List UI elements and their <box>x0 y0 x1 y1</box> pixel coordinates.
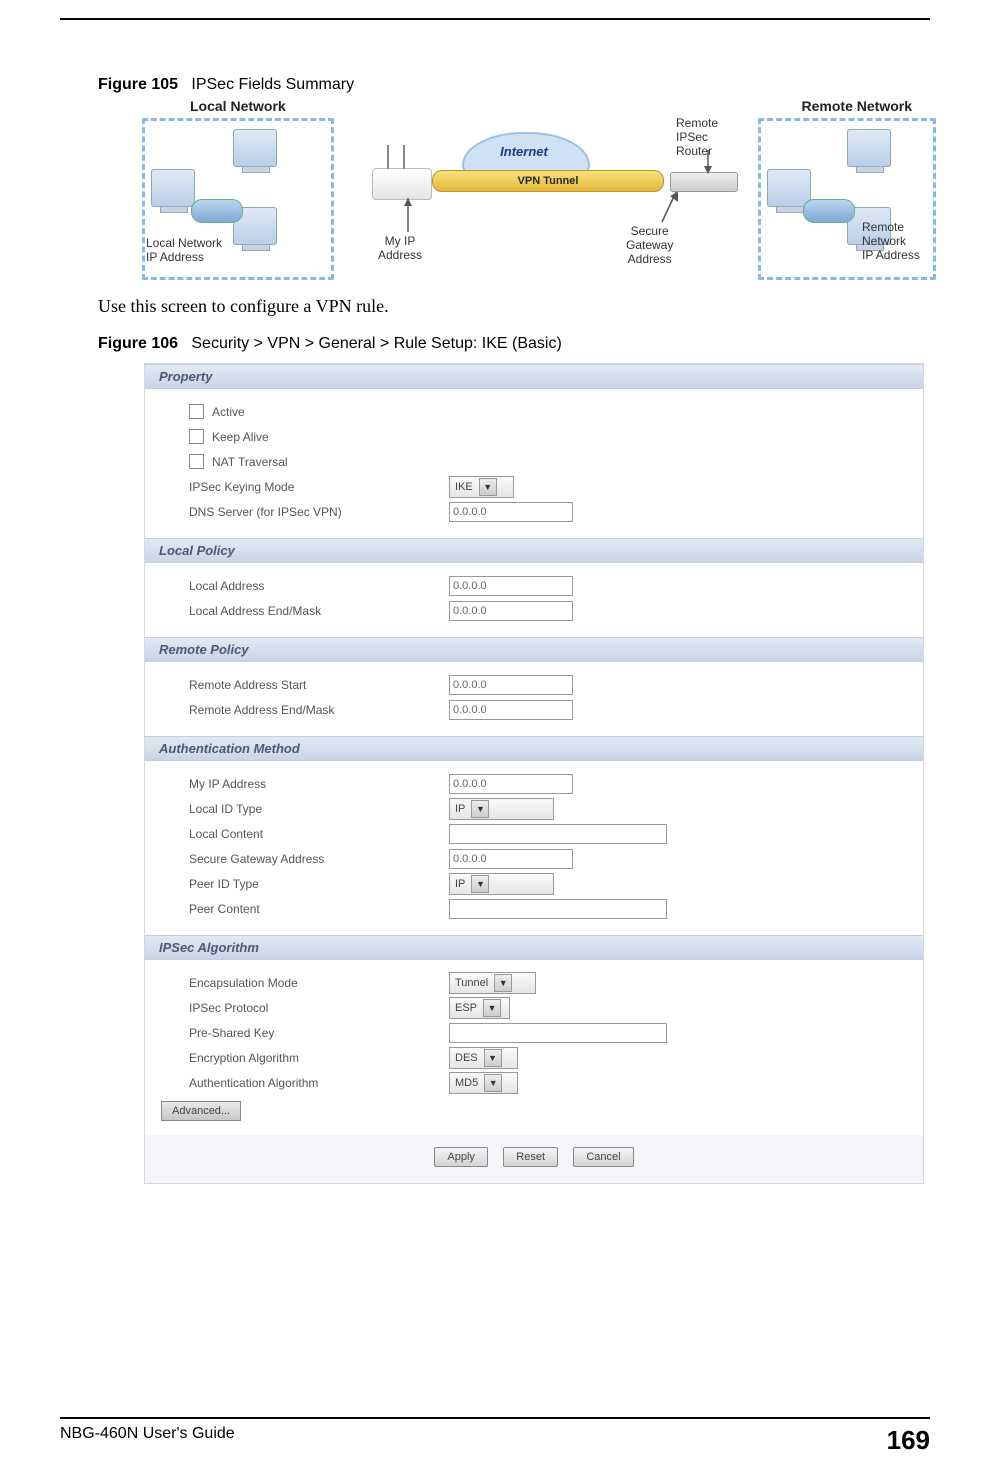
auth-algo-value: MD5 <box>455 1077 478 1089</box>
peer-content-label: Peer Content <box>189 902 449 916</box>
section-remote-policy: Remote Policy <box>145 637 923 662</box>
pc-icon <box>233 129 277 167</box>
active-checkbox[interactable] <box>189 404 204 419</box>
router-icon <box>191 199 243 223</box>
enc-algo-value: DES <box>455 1052 478 1064</box>
section-ipsec-algorithm: IPSec Algorithm <box>145 935 923 960</box>
enc-algo-label: Encryption Algorithm <box>189 1051 449 1065</box>
ipsec-diagram: Local Network Remote Network Local Netwo… <box>142 102 932 280</box>
chevron-down-icon: ▼ <box>494 974 512 992</box>
keying-mode-select[interactable]: IKE ▼ <box>449 476 514 498</box>
vpn-rule-form: Property Active Keep Alive NAT Traversal… <box>144 363 924 1184</box>
figure-105-label: Figure 105 <box>98 76 178 93</box>
keep-alive-label: Keep Alive <box>212 430 269 444</box>
body-paragraph: Use this screen to configure a VPN rule. <box>98 296 930 317</box>
internet-label: Internet <box>462 144 586 159</box>
figure-106-text: Security > VPN > General > Rule Setup: I… <box>191 335 561 352</box>
section-auth-method: Authentication Method <box>145 736 923 761</box>
pc-icon <box>767 169 811 207</box>
encap-mode-value: Tunnel <box>455 977 488 989</box>
page-number: 169 <box>887 1425 930 1456</box>
secure-gw-label: Secure Gateway Address <box>189 852 449 866</box>
pc-icon <box>151 169 195 207</box>
footer-guide: NBG-460N User's Guide <box>60 1425 235 1443</box>
advanced-button[interactable]: Advanced... <box>161 1101 241 1121</box>
keying-mode-value: IKE <box>455 481 473 493</box>
chevron-down-icon: ▼ <box>483 999 501 1017</box>
arrow-icon <box>656 192 686 228</box>
figure-106-caption: Figure 106 Security > VPN > General > Ru… <box>98 335 930 353</box>
local-address-input[interactable]: 0.0.0.0 <box>449 576 573 596</box>
remote-mask-label: Remote Address End/Mask <box>189 703 449 717</box>
auth-algo-label: Authentication Algorithm <box>189 1076 449 1090</box>
figure-105-caption: Figure 105 IPSec Fields Summary <box>98 76 930 94</box>
secure-gw-label: Secure Gateway Address <box>626 224 673 266</box>
peer-id-type-label: Peer ID Type <box>189 877 449 891</box>
access-point-icon <box>372 168 432 200</box>
chevron-down-icon: ▼ <box>471 875 489 893</box>
keep-alive-checkbox[interactable] <box>189 429 204 444</box>
apply-button[interactable]: Apply <box>434 1147 488 1167</box>
button-row: Apply Reset Cancel <box>145 1135 923 1183</box>
local-network-title: Local Network <box>190 98 286 114</box>
nat-traversal-checkbox[interactable] <box>189 454 204 469</box>
local-address-label: Local Address <box>189 579 449 593</box>
remote-start-label: Remote Address Start <box>189 678 449 692</box>
local-ip-label: Local Network IP Address <box>146 236 222 264</box>
figure-106-label: Figure 106 <box>98 335 178 352</box>
local-id-type-value: IP <box>455 803 465 815</box>
ipsec-proto-select[interactable]: ESP ▼ <box>449 997 510 1019</box>
router-icon <box>803 199 855 223</box>
page-footer: NBG-460N User's Guide 169 <box>60 1417 930 1456</box>
local-id-type-label: Local ID Type <box>189 802 449 816</box>
encap-mode-label: Encapsulation Mode <box>189 976 449 990</box>
keying-mode-label: IPSec Keying Mode <box>189 480 449 494</box>
my-ip-label: My IP Address <box>378 234 422 262</box>
psk-input[interactable] <box>449 1023 667 1043</box>
remote-ip-label: Remote Network IP Address <box>862 220 920 262</box>
peer-id-type-value: IP <box>455 878 465 890</box>
local-mask-label: Local Address End/Mask <box>189 604 449 618</box>
local-content-input[interactable] <box>449 824 667 844</box>
local-content-label: Local Content <box>189 827 449 841</box>
peer-id-type-select[interactable]: IP ▼ <box>449 873 554 895</box>
peer-content-input[interactable] <box>449 899 667 919</box>
reset-button[interactable]: Reset <box>503 1147 558 1167</box>
section-local-policy: Local Policy <box>145 538 923 563</box>
header-rule <box>60 18 930 46</box>
nat-traversal-label: NAT Traversal <box>212 455 288 469</box>
my-ip-label: My IP Address <box>189 777 449 791</box>
section-property: Property <box>145 364 923 389</box>
cancel-button[interactable]: Cancel <box>573 1147 633 1167</box>
psk-label: Pre-Shared Key <box>189 1026 449 1040</box>
chevron-down-icon: ▼ <box>484 1049 502 1067</box>
auth-algo-select[interactable]: MD5 ▼ <box>449 1072 518 1094</box>
secure-gw-input[interactable]: 0.0.0.0 <box>449 849 573 869</box>
local-id-type-select[interactable]: IP ▼ <box>449 798 554 820</box>
arrow-icon <box>698 150 718 176</box>
enc-algo-select[interactable]: DES ▼ <box>449 1047 518 1069</box>
active-label: Active <box>212 405 245 419</box>
my-ip-input[interactable]: 0.0.0.0 <box>449 774 573 794</box>
encap-mode-select[interactable]: Tunnel ▼ <box>449 972 536 994</box>
dns-server-input[interactable]: 0.0.0.0 <box>449 502 573 522</box>
arrow-icon <box>398 198 418 238</box>
remote-mask-input[interactable]: 0.0.0.0 <box>449 700 573 720</box>
chevron-down-icon: ▼ <box>471 800 489 818</box>
chevron-down-icon: ▼ <box>484 1074 502 1092</box>
remote-network-title: Remote Network <box>802 98 912 114</box>
dns-server-label: DNS Server (for IPSec VPN) <box>189 505 449 519</box>
ipsec-proto-label: IPSec Protocol <box>189 1001 449 1015</box>
chevron-down-icon: ▼ <box>479 478 497 496</box>
local-mask-input[interactable]: 0.0.0.0 <box>449 601 573 621</box>
vpn-tunnel-label: VPN Tunnel <box>432 170 664 192</box>
pc-icon <box>847 129 891 167</box>
remote-start-input[interactable]: 0.0.0.0 <box>449 675 573 695</box>
figure-105-text: IPSec Fields Summary <box>191 76 354 93</box>
ipsec-proto-value: ESP <box>455 1002 477 1014</box>
